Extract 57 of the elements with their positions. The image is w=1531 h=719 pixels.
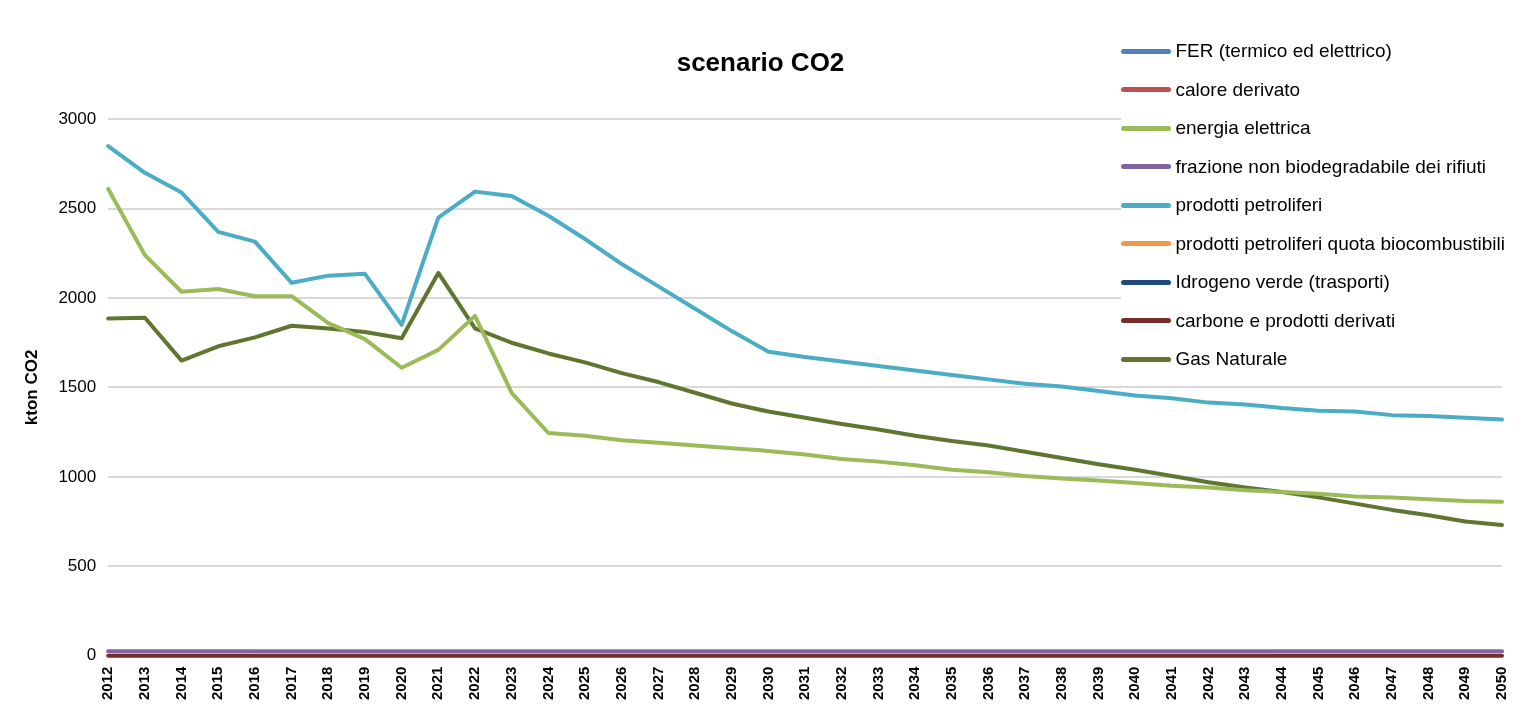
x-tick-label: 2016 <box>245 666 263 701</box>
x-tick-label: 2014 <box>171 665 189 701</box>
y-tick-label: 1000 <box>58 466 97 486</box>
legend-label: FER (termico ed elettrico) <box>1175 39 1392 63</box>
x-tick-label: 2030 <box>758 666 776 701</box>
legend-label: Idrogeno verde (trasporti) <box>1175 270 1390 294</box>
chart-title: scenario CO2 <box>676 46 845 77</box>
x-tick-label: 2024 <box>538 665 556 701</box>
x-tick-label: 2040 <box>1125 666 1143 701</box>
x-tick-label: 2039 <box>1088 666 1106 701</box>
x-tick-label: 2022 <box>465 666 483 701</box>
x-tick-label: 2034 <box>905 665 923 701</box>
x-tick-label: 2033 <box>868 666 886 701</box>
y-tick-label: 500 <box>67 555 97 575</box>
x-tick-label: 2044 <box>1272 665 1290 701</box>
x-tick-label: 2043 <box>1235 666 1253 701</box>
x-tick-label: 2036 <box>978 666 996 701</box>
y-axis-title: kton CO2 <box>21 349 41 426</box>
y-tick-label: 3000 <box>58 108 97 128</box>
x-tick-label: 2047 <box>1382 666 1400 701</box>
x-tick-label: 2049 <box>1455 666 1473 701</box>
x-tick-label: 2015 <box>208 666 226 701</box>
x-tick-label: 2020 <box>391 666 409 701</box>
x-tick-label: 2041 <box>1162 666 1180 701</box>
x-tick-label: 2037 <box>1015 666 1033 701</box>
x-tick-label: 2035 <box>941 666 959 701</box>
legend-label: energia elettrica <box>1175 116 1311 140</box>
legend-label: prodotti petroliferi <box>1175 193 1323 217</box>
x-tick-label: 2042 <box>1198 666 1216 701</box>
legend-label: calore derivato <box>1175 77 1301 102</box>
x-tick-label: 2026 <box>611 666 629 701</box>
x-tick-label: 2046 <box>1345 666 1363 701</box>
x-tick-label: 2021 <box>428 666 446 701</box>
x-tick-label: 2017 <box>281 666 299 701</box>
y-tick-label: 2500 <box>58 198 97 218</box>
y-tick-label: 2000 <box>58 287 97 307</box>
x-tick-label: 2013 <box>135 666 153 701</box>
x-tick-label: 2048 <box>1418 666 1436 701</box>
x-tick-label: 2031 <box>795 666 813 701</box>
x-tick-label: 2018 <box>318 666 336 701</box>
legend-label: frazione non biodegradabile dei rifiuti <box>1175 154 1487 179</box>
x-tick-label: 2025 <box>575 666 593 701</box>
legend-label: Gas Naturale <box>1175 347 1288 371</box>
x-tick-label: 2012 <box>98 666 116 701</box>
x-tick-label: 2029 <box>721 666 739 701</box>
x-tick-label: 2027 <box>648 666 666 701</box>
legend-label: prodotti petroliferi quota biocombustibili <box>1175 231 1505 256</box>
x-tick-label: 2028 <box>685 666 703 701</box>
y-tick-label: 0 <box>86 645 97 665</box>
x-tick-label: 2019 <box>355 666 373 701</box>
x-tick-label: 2050 <box>1492 666 1510 701</box>
y-tick-label: 1500 <box>58 377 97 397</box>
legend-label: carbone e prodotti derivati <box>1175 308 1396 333</box>
x-tick-label: 2032 <box>831 666 849 701</box>
x-tick-label: 2045 <box>1308 666 1326 701</box>
x-tick-label: 2023 <box>501 666 519 701</box>
x-tick-label: 2038 <box>1052 666 1069 701</box>
